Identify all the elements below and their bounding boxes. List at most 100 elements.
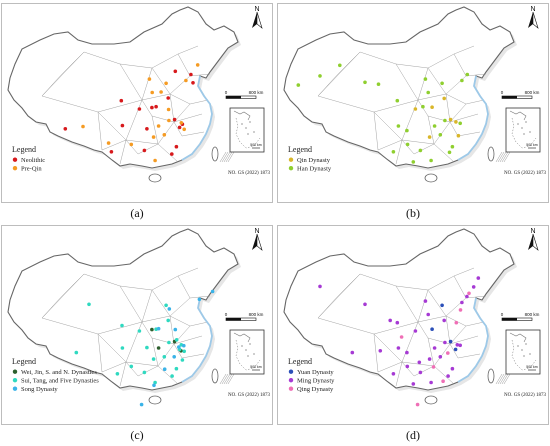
legend: Legend Wei, Jin, S. and N. Dynasties Sui, … (12, 357, 99, 393)
voronoi-edge (141, 93, 171, 101)
north-label: N (530, 6, 535, 13)
map-svg-b: N 0 800 km 500 km NO. GS (2022) 1873 Legend Qi… (283, 6, 546, 183)
site-point-neolithic (119, 98, 124, 103)
site-point-ming (438, 355, 443, 359)
site-point-qin (448, 117, 453, 122)
strait-hatch (495, 151, 503, 163)
site-point-ming (318, 284, 322, 289)
voronoi-edge (317, 273, 361, 319)
hainan-island (148, 173, 162, 183)
coastline (457, 75, 489, 161)
scale-max: 800 km (525, 312, 540, 317)
site-point-han (440, 81, 444, 86)
site-point-qing (454, 320, 459, 325)
site-point-pre_qin (153, 158, 157, 163)
scale-zero: 0 (501, 90, 504, 95)
site-point-han (458, 121, 462, 126)
voronoi-edge (119, 361, 127, 387)
voronoi-edge (449, 121, 459, 137)
site-point-han (421, 104, 425, 109)
scale-bar-fill (226, 318, 241, 321)
site-point-qing (441, 379, 445, 383)
north-arrow-icon: N (528, 6, 539, 29)
site-point-pre_qin (195, 63, 200, 67)
voronoi-edge (401, 361, 435, 367)
site-point-sui_tang (174, 366, 179, 371)
north-arrow-icon: N (252, 6, 263, 29)
voronoi-edge (177, 267, 199, 277)
taiwan-island (487, 146, 495, 162)
map-approval-number: NO. GS (2022) 1873 (504, 171, 546, 176)
site-point-sui_tang (120, 346, 125, 350)
voronoi-edge (449, 103, 467, 123)
site-point-pre_qin (159, 90, 163, 94)
voronoi-edge (97, 99, 143, 113)
site-point-sui_tang (87, 302, 91, 307)
strait-hatch (499, 151, 507, 163)
site-point-song (152, 383, 156, 388)
site-point-neolithic (166, 96, 170, 100)
legend-label: Sui, Tang, and Five Dynasties (21, 378, 99, 385)
voronoi-edge (177, 45, 199, 55)
voronoi-edge (83, 51, 121, 65)
voronoi-edge (401, 139, 415, 155)
site-point-qin (456, 133, 461, 138)
site-point-pre_qin (167, 118, 171, 123)
site-point-ming (413, 329, 418, 333)
voronoi-edge (173, 103, 191, 123)
voronoi-edge (401, 99, 419, 141)
voronoi-edge (417, 289, 429, 323)
site-point-neolithic (145, 127, 149, 131)
site-point-han (296, 83, 301, 87)
voronoi-edge (173, 335, 203, 345)
site-point-ming (429, 380, 433, 385)
north-arrow-icon: N (252, 228, 263, 251)
voronoi-edge (395, 63, 429, 69)
voronoi-edge (317, 51, 361, 97)
caption-b: (b) (406, 206, 420, 220)
site-point-neolithic (137, 107, 142, 111)
voronoi-edge (377, 361, 403, 373)
inset-frame (505, 329, 541, 375)
site-point-pre_qin (150, 90, 154, 95)
inset-island (249, 121, 251, 123)
site-point-song (197, 297, 202, 302)
voronoi-edge (427, 275, 455, 291)
site-point-wei_jin (150, 327, 154, 332)
voronoi-edge (41, 73, 63, 97)
voronoi-edge (413, 143, 435, 155)
voronoi-edge (41, 273, 85, 319)
map-panel-d: N 0 800 km 500 km NO. GS (2022) 1873 Legend Yu… (277, 225, 549, 425)
north-arrow-left (252, 234, 257, 250)
site-point-song (156, 326, 161, 331)
voronoi-edge (119, 63, 153, 69)
site-point-ming (427, 357, 432, 361)
voronoi-edge (189, 99, 209, 105)
site-point-song (139, 402, 144, 407)
inset-island (245, 127, 247, 129)
voronoi-edge (125, 139, 139, 155)
voronoi-edge (97, 111, 127, 141)
site-point-yuan (453, 347, 458, 352)
coastline (181, 297, 213, 383)
caption-d: (d) (406, 428, 420, 442)
voronoi-edge (61, 51, 85, 75)
north-arrow-left (252, 12, 257, 28)
voronoi-edge (151, 53, 179, 69)
voronoi-edge (317, 95, 375, 113)
voronoi-edge (373, 111, 379, 151)
site-point-ming (476, 276, 481, 280)
voronoi-edge (125, 361, 139, 377)
strait-hatch (499, 373, 507, 385)
strait-hatch (225, 373, 233, 385)
inset-scale-label: 500 km (250, 143, 262, 147)
site-point-ming (363, 302, 367, 307)
voronoi-edge (97, 321, 143, 335)
legend: Legend Qin Dynasty Han Dynasty (288, 145, 332, 173)
site-point-ming (450, 366, 455, 371)
site-point-neolithic (63, 127, 68, 131)
site-point-han (418, 148, 423, 153)
strait-hatch (219, 151, 227, 163)
voronoi-edge (453, 275, 467, 299)
voronoi-edge (169, 93, 175, 123)
